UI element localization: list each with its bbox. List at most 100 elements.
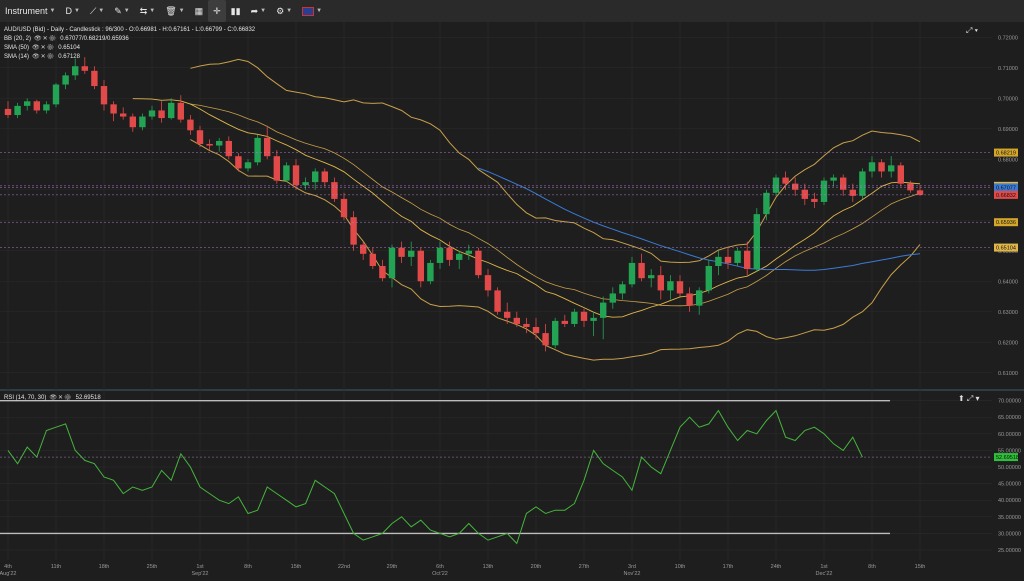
candle-body — [283, 165, 290, 181]
candle-body — [196, 130, 204, 144]
indicator-sma50-values: 0.65104 — [58, 45, 80, 51]
rsi-tick-label: 50.00000 — [998, 465, 1021, 471]
price-tag-label: 0.65936 — [996, 220, 1016, 226]
chevron-down-icon: ▼ — [98, 8, 105, 14]
candle-body — [657, 275, 664, 291]
candle-body — [744, 250, 751, 270]
fullscreen-button[interactable]: ✛ — [208, 0, 226, 22]
time-tick-label: 8th — [244, 564, 252, 570]
time-tick-month: Sep'22 — [192, 571, 209, 576]
candle-body — [81, 66, 88, 71]
time-tick-label: 27th — [579, 564, 590, 570]
rsi-line — [7, 409, 863, 545]
candle-body — [33, 101, 40, 111]
share-button[interactable]: ➦ ▼ — [246, 0, 272, 22]
indicator-bb[interactable]: BB (20, 2) 👁✕⚙ 0.67077/0.68219/0.65936 — [4, 35, 255, 44]
candle-body — [72, 66, 79, 76]
candle-body — [398, 247, 405, 257]
share-icon: ➦ — [250, 5, 259, 16]
candle-body — [523, 323, 530, 327]
candle-body — [801, 189, 808, 199]
candle-body — [436, 247, 444, 263]
price-tag-label: 0.67077 — [996, 185, 1016, 191]
indicator-controls-icon[interactable]: 👁✕⚙ — [34, 36, 58, 42]
candle-body — [302, 182, 309, 186]
draw-line-button[interactable]: ⟋ ▼ — [85, 0, 109, 22]
timeframe-menu[interactable]: D ▼ — [60, 0, 84, 22]
instrument-label: Instrument — [5, 6, 48, 16]
candle-body — [158, 110, 165, 119]
candle-body — [206, 144, 213, 146]
chevron-down-icon: ▼ — [178, 8, 185, 14]
candle-body — [571, 311, 578, 324]
price-tick-label: 0.70000 — [998, 96, 1018, 102]
settings-button[interactable]: ⚙ ▼ — [271, 0, 297, 22]
rsi-tick-label: 55.00000 — [998, 448, 1021, 454]
time-tick-label: 10th — [675, 564, 686, 570]
pen-tool-button[interactable]: ✎ ▼ — [109, 0, 135, 22]
candle-body — [542, 333, 549, 346]
candle-body — [734, 250, 741, 263]
price-tag — [994, 243, 1018, 252]
candle-body — [264, 137, 271, 157]
candle-body — [715, 256, 722, 266]
chart-type-button[interactable]: ▮▮ — [226, 0, 246, 22]
candle-body — [916, 190, 924, 195]
rsi-value-tag-label: 52.69518 — [996, 455, 1019, 461]
price-tick-label: 0.68000 — [998, 157, 1018, 163]
rsi-tick-label: 30.00000 — [998, 531, 1021, 537]
candle-body — [494, 290, 501, 312]
indicator-bb-values: 0.67077/0.68219/0.65936 — [60, 36, 129, 42]
ruler-icon: ⇆ — [139, 5, 148, 16]
chevron-down-icon: ▼ — [49, 8, 56, 14]
chevron-down-icon: ▼ — [123, 8, 130, 14]
symbol-line: AUD/USD (Bid) - Daily - Candlestick : 96… — [4, 27, 256, 33]
candle-body — [696, 290, 703, 306]
candle-body — [609, 293, 616, 303]
indicator-sma50[interactable]: SMA (50) 👁✕⚙ 0.65104 — [4, 44, 255, 53]
indicator-sma14-values: 0.67128 — [58, 54, 80, 60]
candle-body — [292, 165, 300, 186]
rsi-window-controls-icon[interactable]: ⬆ ⤢ ▾ — [958, 394, 980, 403]
candle-body — [638, 262, 645, 279]
trash-icon: 🗑 — [165, 5, 177, 16]
candle-body — [43, 104, 50, 111]
price-tick-label: 0.65000 — [998, 249, 1018, 255]
candle-body — [14, 105, 21, 116]
indicator-sma14[interactable]: SMA (14) 👁✕⚙ 0.67128 — [4, 53, 255, 62]
delete-button[interactable]: 🗑 ▼ — [160, 0, 189, 22]
bollinger-middle-line — [190, 103, 921, 307]
ruler-button[interactable]: ⇆ ▼ — [135, 0, 161, 22]
instrument-menu[interactable]: Instrument ▼ — [0, 0, 60, 22]
indicator-controls-icon[interactable]: 👁✕⚙ — [32, 45, 56, 51]
candle-body — [129, 116, 136, 128]
indicator-controls-icon[interactable]: 👁✕⚙ — [49, 395, 73, 401]
candle-body — [187, 119, 194, 131]
indicator-controls-icon[interactable]: 👁✕⚙ — [32, 54, 56, 60]
time-tick-month: Nov'22 — [624, 571, 641, 576]
candle-body — [753, 214, 760, 270]
time-tick-label: 29th — [387, 564, 398, 570]
indicator-sma14-label: SMA (14) — [4, 54, 30, 60]
candle-body — [475, 250, 482, 276]
rsi-tick-label: 45.00000 — [998, 482, 1021, 488]
candle-body — [724, 256, 732, 263]
candle-body — [340, 198, 348, 218]
candle-body — [465, 250, 472, 254]
chevron-down-icon: ▼ — [316, 8, 323, 14]
chart-canvas[interactable]: 0.72000 0.71000 0.70000 0.69000 0.68000 0.670… — [0, 22, 1024, 577]
candle-body — [667, 281, 674, 291]
gear-icon: ⚙ — [276, 5, 285, 16]
language-button[interactable]: ▼ — [297, 0, 327, 22]
chart-area[interactable]: 0.72000 0.71000 0.70000 0.69000 0.68000 0.670… — [0, 22, 1024, 577]
candle-body — [820, 180, 828, 202]
rsi-tick-label: 40.00000 — [998, 498, 1021, 504]
candle-body — [600, 302, 607, 318]
candle-body — [100, 86, 108, 105]
candle-body — [388, 247, 396, 279]
layout-button[interactable]: ▦ — [190, 0, 209, 22]
price-tag-label: 0.66832 — [996, 193, 1016, 199]
expand-main-icon[interactable]: ⤢ ▾ — [966, 26, 978, 35]
candle-body — [369, 253, 376, 266]
candle-body — [590, 317, 597, 321]
